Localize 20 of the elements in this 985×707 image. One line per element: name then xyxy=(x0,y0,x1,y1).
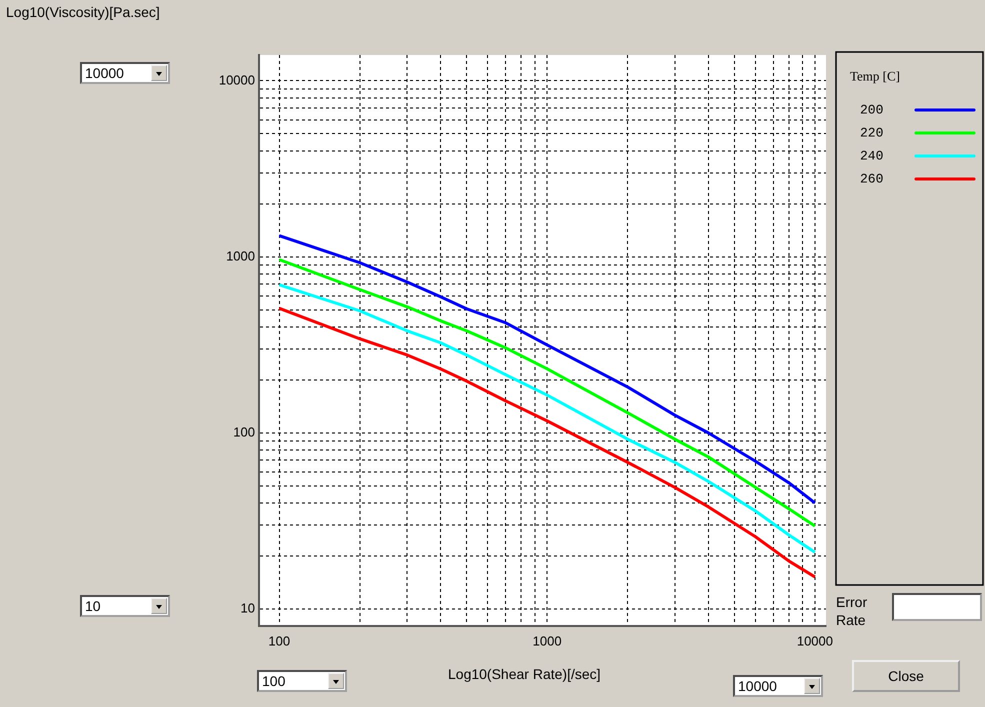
x-axis-title: Log10(Shear Rate)[/sec] xyxy=(448,666,601,682)
y-tick-label: 100 xyxy=(233,424,255,440)
y-tick-label: 10 xyxy=(240,600,255,616)
dropdown-field: 10000 xyxy=(80,62,170,84)
text: 200 xyxy=(860,102,884,118)
dropdown-field: 100 xyxy=(257,670,347,692)
dropdown-field: 10000 xyxy=(733,675,823,697)
y-axis-title: Log10(Viscosity)[Pa.sec] xyxy=(6,4,160,20)
x-tick-label: 1000 xyxy=(532,633,562,648)
dropdown-field: 10 xyxy=(80,595,170,617)
y-tick-label: 1000 xyxy=(226,248,255,264)
x-tick-label: 10000 xyxy=(796,633,833,648)
x-tick-label: 100 xyxy=(268,633,290,648)
close-button: Close xyxy=(852,660,960,692)
text: Error Rate xyxy=(836,593,868,629)
text: 240 xyxy=(860,148,884,164)
y-tick-label: 10000 xyxy=(218,72,255,88)
legend-title: Temp [C] xyxy=(850,68,900,84)
text: 220 xyxy=(860,125,884,140)
text: 260 xyxy=(860,171,884,186)
